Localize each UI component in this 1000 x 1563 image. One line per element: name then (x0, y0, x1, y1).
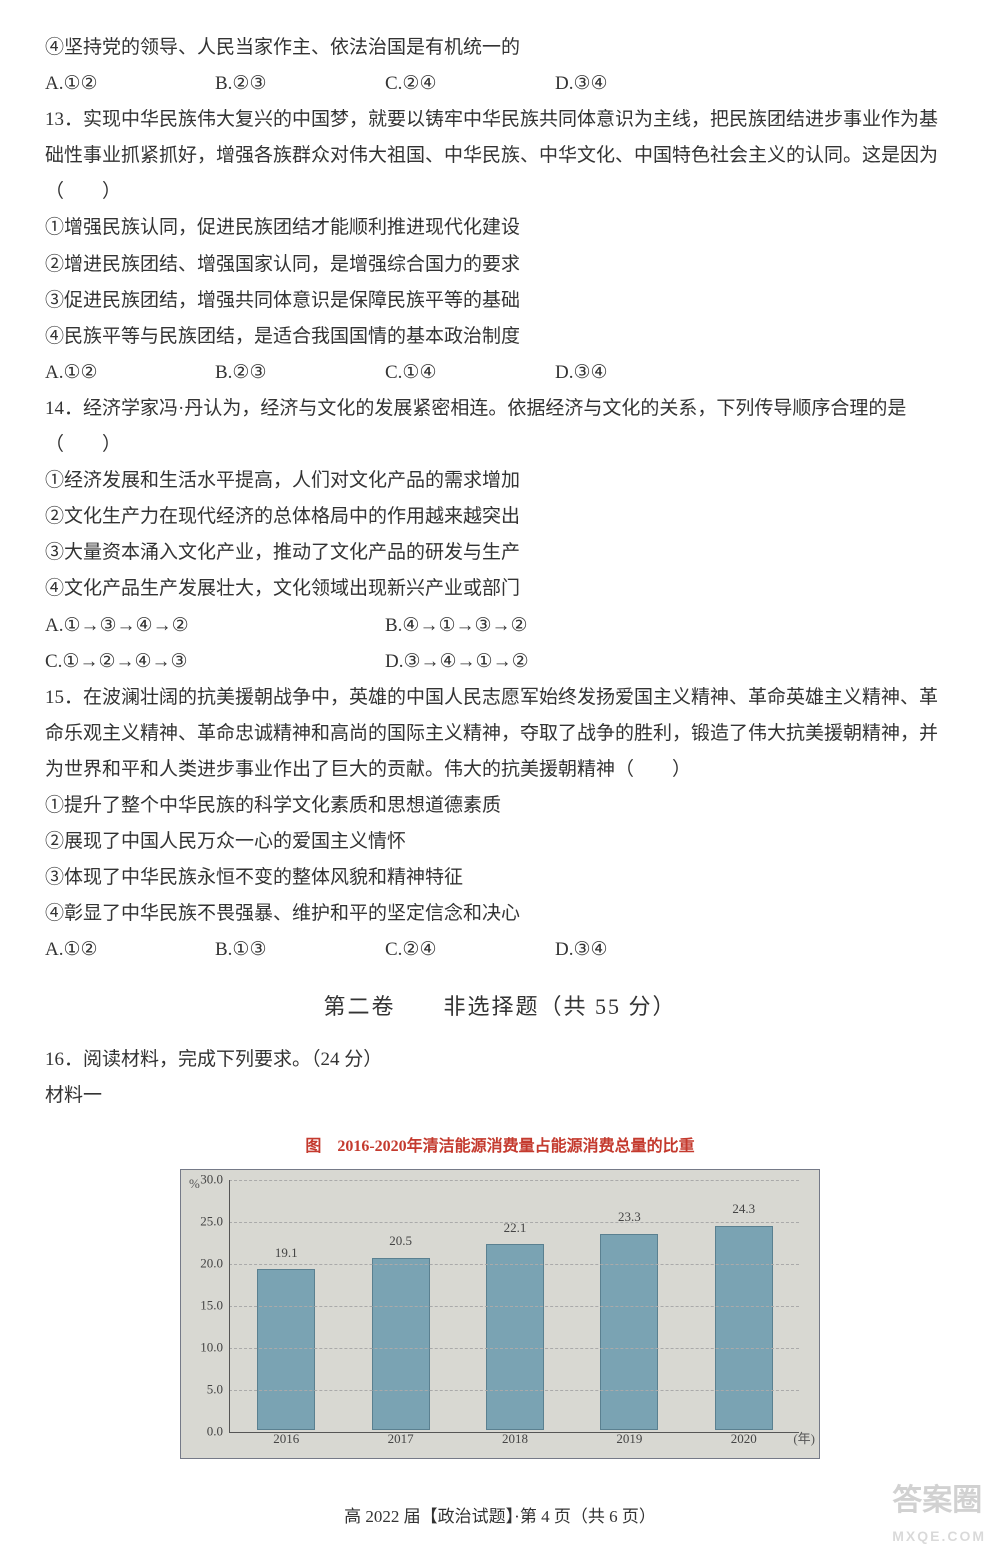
page-footer: 高 2022 届【政治试题】·第 4 页（共 6 页） (45, 1501, 955, 1533)
q14-options-row2: C.①→②→④→③ D.③→④→①→② (45, 644, 955, 680)
q15-options: A.①② B.①③ C.②④ D.③④ (45, 932, 955, 968)
chart-ytick: 10.0 (181, 1335, 223, 1360)
chart-bar-value: 19.1 (246, 1241, 326, 1266)
q14-opt-a[interactable]: A.①→③→④→② (45, 608, 385, 644)
q14-stem: 14．经济学家冯·丹认为，经济与文化的发展紧密相连。依据经济与文化的关系，下列传… (45, 391, 955, 463)
q15-opt-c[interactable]: C.②④ (385, 932, 555, 968)
chart-bar-value: 22.1 (475, 1216, 555, 1241)
chart-y-axis (229, 1180, 230, 1432)
q15-opt-d[interactable]: D.③④ (555, 932, 725, 968)
chart-ytick: 15.0 (181, 1293, 223, 1318)
chart-container: 图 2016-2020年清洁能源消费量占能源消费总量的比重 % 19.120.5… (180, 1132, 820, 1458)
q12-opt-b[interactable]: B.②③ (215, 66, 385, 102)
chart-gridline (229, 1222, 799, 1223)
q13-number: 13． (45, 109, 83, 130)
q13-s1: ①增强民族认同，促进民族团结才能顺利推进现代化建设 (45, 210, 955, 246)
chart-x-category: 2016 (256, 1427, 316, 1452)
watermark-sub: MXQE.COM (892, 1523, 986, 1550)
chart-ytick: 25.0 (181, 1209, 223, 1234)
q13-s2: ②增进民族团结、增强国家认同，是增强综合国力的要求 (45, 247, 955, 283)
q16-prompt: 16．阅读材料，完成下列要求。（24 分） (45, 1042, 955, 1078)
chart-ytick: 30.0 (181, 1167, 223, 1192)
chart-x-category: 2017 (371, 1427, 431, 1452)
q14-s4: ④文化产品生产发展壮大，文化领域出现新兴产业或部门 (45, 571, 955, 607)
q13-opt-b[interactable]: B.②③ (215, 355, 385, 391)
q14-stem-text: 经济学家冯·丹认为，经济与文化的发展紧密相连。依据经济与文化的关系，下列传导顺序… (45, 398, 906, 455)
chart-gridline (229, 1306, 799, 1307)
chart-x-category: 2018 (485, 1427, 545, 1452)
chart-x-category: 2019 (599, 1427, 659, 1452)
watermark: 答案圈 MXQE.COM (892, 1472, 986, 1550)
q13-s3: ③促进民族团结，增强共同体意识是保障民族平等的基础 (45, 283, 955, 319)
chart-x-category: 2020 (714, 1427, 774, 1452)
q15-stem: 15．在波澜壮阔的抗美援朝战争中，英雄的中国人民志愿军始终发扬爱国主义精神、革命… (45, 680, 955, 788)
q13-stem-text: 实现中华民族伟大复兴的中国梦，就要以铸牢中华民族共同体意识为主线，把民族团结进步… (45, 109, 938, 202)
q13-opt-c[interactable]: C.①④ (385, 355, 555, 391)
q13-stem: 13．实现中华民族伟大复兴的中国梦，就要以铸牢中华民族共同体意识为主线，把民族团… (45, 102, 955, 210)
q14-options-row1: A.①→③→④→② B.④→①→③→② (45, 608, 955, 644)
q14-s1: ①经济发展和生活水平提高，人们对文化产品的需求增加 (45, 463, 955, 499)
q13-s4: ④民族平等与民族团结，是适合我国国情的基本政治制度 (45, 319, 955, 355)
chart-gridline (229, 1264, 799, 1265)
q12-options: A.①② B.②③ C.②④ D.③④ (45, 66, 955, 102)
chart-ytick: 0.0 (181, 1419, 223, 1444)
q12-statement4: ④坚持党的领导、人民当家作主、依法治国是有机统一的 (45, 30, 955, 66)
chart-bar (486, 1244, 544, 1430)
q15-s3: ③体现了中华民族永恒不变的整体风貌和精神特征 (45, 860, 955, 896)
q12-opt-d[interactable]: D.③④ (555, 66, 725, 102)
q14-s2: ②文化生产力在现代经济的总体格局中的作用越来越突出 (45, 499, 955, 535)
q12-opt-c[interactable]: C.②④ (385, 66, 555, 102)
chart-bar (372, 1258, 430, 1430)
q15-s2: ②展现了中国人民万众一心的爱国主义情怀 (45, 824, 955, 860)
q16-prompt-text: 阅读材料，完成下列要求。（24 分） (83, 1049, 382, 1070)
q16-number: 16． (45, 1049, 83, 1070)
chart-bar-value: 24.3 (704, 1197, 784, 1222)
q15-stem-text: 在波澜壮阔的抗美援朝战争中，英雄的中国人民志愿军始终发扬爱国主义精神、革命英雄主… (45, 687, 938, 780)
q12-opt-a[interactable]: A.①② (45, 66, 215, 102)
chart-box: % 19.120.522.123.324.3 (年) 0.05.010.015.… (180, 1169, 820, 1459)
chart-gridline (229, 1348, 799, 1349)
chart-bar (715, 1226, 773, 1430)
chart-bar-value: 23.3 (589, 1205, 669, 1230)
q15-number: 15． (45, 687, 83, 708)
q13-opt-d[interactable]: D.③④ (555, 355, 725, 391)
q15-opt-b[interactable]: B.①③ (215, 932, 385, 968)
q14-opt-c[interactable]: C.①→②→④→③ (45, 644, 385, 680)
chart-bar (257, 1269, 315, 1429)
q13-options: A.①② B.②③ C.①④ D.③④ (45, 355, 955, 391)
q15-s4: ④彰显了中华民族不畏强暴、维护和平的坚定信念和决心 (45, 896, 955, 932)
q14-opt-d[interactable]: D.③→④→①→② (385, 644, 725, 680)
chart-bar-value: 20.5 (361, 1229, 441, 1254)
q13-opt-a[interactable]: A.①② (45, 355, 215, 391)
q16-material1: 材料一 (45, 1078, 955, 1114)
q14-s3: ③大量资本涌入文化产业，推动了文化产品的研发与生产 (45, 535, 955, 571)
chart-ytick: 5.0 (181, 1377, 223, 1402)
q14-opt-b[interactable]: B.④→①→③→② (385, 608, 725, 644)
q14-number: 14． (45, 398, 83, 419)
section-2-header: 第二卷 非选择题（共 55 分） (45, 986, 955, 1028)
chart-ytick: 20.0 (181, 1251, 223, 1276)
chart-plot-area: 19.1 20.5 22.1 23.3 24.3 (229, 1180, 799, 1430)
q15-opt-a[interactable]: A.①② (45, 932, 215, 968)
q15-s1: ①提升了整个中华民族的科学文化素质和思想道德素质 (45, 788, 955, 824)
chart-gridline (229, 1390, 799, 1391)
chart-gridline (229, 1180, 799, 1181)
chart-title: 图 2016-2020年清洁能源消费量占能源消费总量的比重 (180, 1132, 820, 1162)
